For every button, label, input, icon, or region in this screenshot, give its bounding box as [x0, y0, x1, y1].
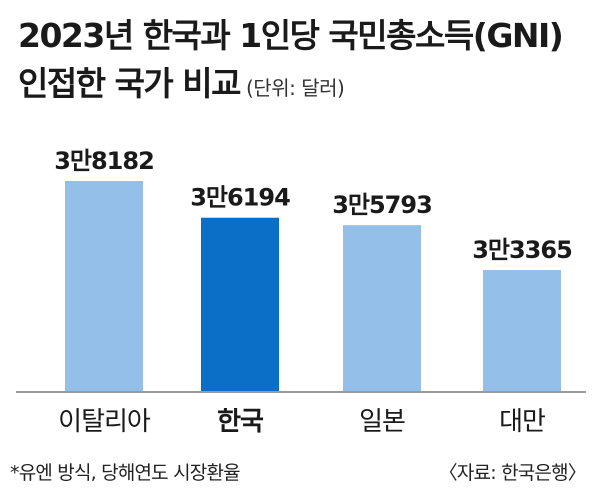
- bar-4: [483, 270, 561, 392]
- chart-subtitle: 인접한 국가 비교: [18, 64, 242, 103]
- bar-3: [343, 225, 421, 392]
- footnote: *유엔 방식, 당해연도 시장환율: [10, 462, 241, 484]
- data-label-4: 3만3365: [472, 236, 572, 264]
- category-label-2: 한국: [217, 407, 264, 437]
- data-label-2: 3만6194: [190, 184, 290, 212]
- chart-footer: *유엔 방식, 당해연도 시장환율 〈자료: 한국은행〉: [0, 452, 600, 492]
- chart-title: 2023년 한국과 1인당 국민총소득(GNI): [18, 16, 564, 55]
- unit-label: (단위: 달러): [246, 76, 345, 100]
- bar-1: [65, 181, 143, 392]
- category-label-1: 이탈리아: [58, 407, 151, 437]
- bar-2: [201, 217, 279, 392]
- category-label-3: 일본: [359, 407, 405, 437]
- source-label: 〈자료: 한국은행〉: [438, 462, 587, 484]
- category-label-4: 대만: [499, 407, 545, 437]
- chart-subtitle-row: 인접한 국가 비교 (단위: 달러): [18, 62, 588, 110]
- chart-title-block: 2023년 한국과 1인당 국민총소득(GNI) 인접한 국가 비교 (단위: 달…: [18, 14, 588, 110]
- data-label-1: 3만8182: [54, 147, 154, 175]
- data-label-3: 3만5793: [332, 191, 432, 219]
